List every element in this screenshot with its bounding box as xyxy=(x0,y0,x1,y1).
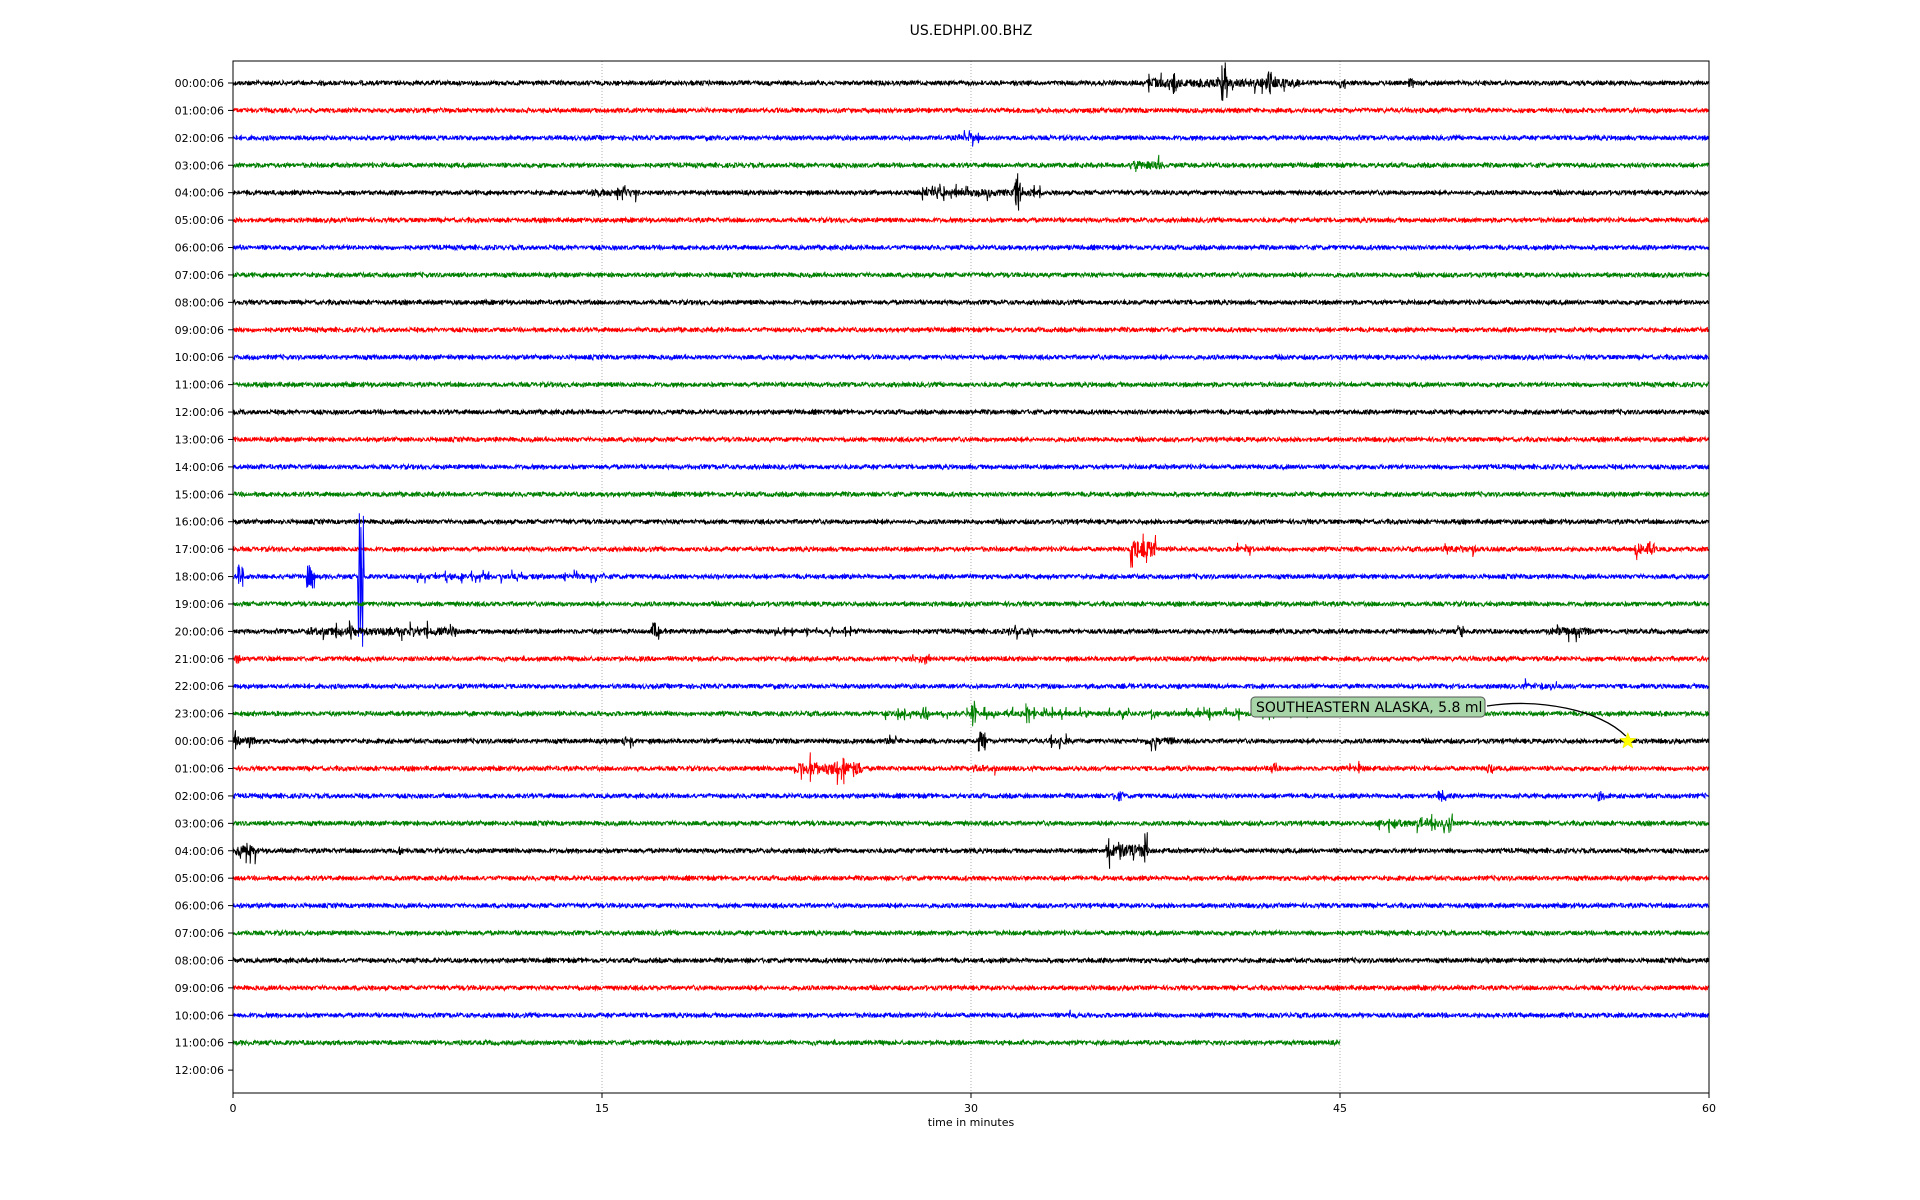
annotation-arrow xyxy=(1486,702,1627,737)
y-tick-label: 02:00:06 xyxy=(175,132,224,145)
y-tick-label: 09:00:06 xyxy=(175,324,224,337)
trace-23 xyxy=(232,700,1710,727)
y-tick-label: 11:00:06 xyxy=(175,1037,224,1050)
trace-26 xyxy=(232,789,1710,802)
trace-12 xyxy=(232,407,1710,417)
y-tick-label: 14:00:06 xyxy=(175,461,224,474)
y-tick-label: 15:00:06 xyxy=(175,488,224,501)
trace-21 xyxy=(232,653,1710,665)
y-tick-label: 19:00:06 xyxy=(175,598,224,611)
trace-18 xyxy=(232,513,1710,647)
trace-32 xyxy=(232,956,1710,965)
trace-4 xyxy=(232,173,1710,211)
trace-19 xyxy=(232,599,1710,609)
y-tick-label: 08:00:06 xyxy=(175,954,224,967)
y-tick-label: 04:00:06 xyxy=(175,187,224,200)
trace-22 xyxy=(232,678,1710,691)
trace-15 xyxy=(232,490,1710,499)
event-annotation: SOUTHEASTERN ALASKA, 5.8 ml xyxy=(1250,696,1637,749)
trace-1 xyxy=(232,106,1710,115)
y-tick-label: 10:00:06 xyxy=(175,1009,224,1022)
y-tick-label: 16:00:06 xyxy=(175,516,224,529)
trace-31 xyxy=(232,928,1710,937)
trace-29 xyxy=(232,874,1710,883)
y-tick-label: 05:00:06 xyxy=(175,872,224,885)
y-tick-label: 11:00:06 xyxy=(175,379,224,392)
y-tick-label: 12:00:06 xyxy=(175,406,224,419)
y-tick-labels: 00:00:06 01:00:06 02:00:06 03:00:06 04:00:06… xyxy=(175,77,233,1077)
y-tick-label: 09:00:06 xyxy=(175,982,224,995)
trace-17 xyxy=(232,533,1710,568)
trace-34 xyxy=(232,1009,1710,1020)
star-icon xyxy=(1619,731,1637,749)
y-tick-label: 02:00:06 xyxy=(175,790,224,803)
trace-14 xyxy=(232,462,1710,472)
y-tick-label: 18:00:06 xyxy=(175,571,224,584)
y-tick-label: 06:00:06 xyxy=(175,900,224,913)
y-tick-label: 17:00:06 xyxy=(175,543,224,556)
y-tick-label: 07:00:06 xyxy=(175,927,224,940)
trace-25 xyxy=(232,752,1710,785)
x-tick-label: 60 xyxy=(1702,1102,1716,1115)
annotation-text: SOUTHEASTERN ALASKA, 5.8 ml xyxy=(1256,700,1482,716)
traces xyxy=(232,62,1710,1047)
x-tick-label: 0 xyxy=(230,1102,237,1115)
x-tick-label: 45 xyxy=(1333,1102,1347,1115)
trace-10 xyxy=(232,353,1710,362)
trace-3 xyxy=(232,154,1710,173)
y-tick-label: 03:00:06 xyxy=(175,159,224,172)
trace-9 xyxy=(232,325,1710,334)
y-tick-label: 23:00:06 xyxy=(175,708,224,721)
y-tick-label: 05:00:06 xyxy=(175,214,224,227)
y-tick-label: 22:00:06 xyxy=(175,680,224,693)
trace-30 xyxy=(232,901,1710,910)
y-tick-label: 08:00:06 xyxy=(175,296,224,309)
y-tick-label: 12:00:06 xyxy=(175,1064,224,1077)
trace-2 xyxy=(232,130,1710,147)
x-axis-label: time in minutes xyxy=(928,1116,1015,1129)
y-tick-label: 03:00:06 xyxy=(175,817,224,830)
trace-6 xyxy=(232,243,1710,252)
trace-13 xyxy=(232,435,1710,444)
trace-0 xyxy=(232,62,1710,101)
y-tick-label: 13:00:06 xyxy=(175,433,224,446)
trace-8 xyxy=(232,298,1710,307)
trace-20 xyxy=(232,620,1710,643)
y-tick-label: 00:00:06 xyxy=(175,735,224,748)
y-tick-label: 06:00:06 xyxy=(175,242,224,255)
trace-27 xyxy=(232,813,1710,834)
x-tick-label: 30 xyxy=(964,1102,978,1115)
y-tick-label: 10:00:06 xyxy=(175,351,224,364)
y-tick-label: 07:00:06 xyxy=(175,269,224,282)
trace-11 xyxy=(232,380,1710,389)
y-tick-label: 01:00:06 xyxy=(175,763,224,776)
trace-28 xyxy=(232,832,1710,869)
plot-frame xyxy=(232,60,1710,1094)
annotation-box xyxy=(1250,696,1486,718)
y-tick-label: 20:00:06 xyxy=(175,625,224,638)
x-tick-label: 15 xyxy=(595,1102,609,1115)
x-axis: 0 15 30 45 60 xyxy=(230,1093,1716,1115)
trace-35 xyxy=(232,1038,1341,1047)
trace-7 xyxy=(232,270,1710,280)
trace-33 xyxy=(232,983,1710,992)
trace-16 xyxy=(232,517,1710,526)
y-tick-label: 00:00:06 xyxy=(175,77,224,90)
y-tick-label: 01:00:06 xyxy=(175,104,224,117)
y-tick-label: 04:00:06 xyxy=(175,845,224,858)
y-tick-label: 21:00:06 xyxy=(175,653,224,666)
trace-24 xyxy=(232,730,1710,752)
trace-5 xyxy=(232,215,1710,225)
chart-title: US.EDHPI.00.BHZ xyxy=(910,23,1033,39)
